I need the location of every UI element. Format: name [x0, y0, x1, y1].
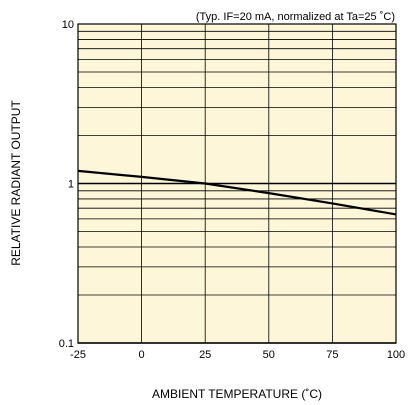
x-tick-label: 0 [139, 349, 145, 361]
chart-subtitle: (Typ. IF=20 mA, normalized at Ta=25 ˚C) [196, 11, 395, 23]
y-tick-label: 10 [62, 19, 74, 31]
x-tick-label: 100 [387, 349, 405, 361]
y-tick-label: 1 [68, 179, 74, 191]
y-tick-label: 0.1 [59, 338, 74, 350]
x-tick-label: -25 [70, 349, 86, 361]
series-line [77, 169, 397, 216]
y-axis-label: RELATIVE RADIANT OUTPUT [9, 100, 23, 266]
series-layer [77, 169, 397, 216]
x-tick-label: 75 [326, 349, 338, 361]
grid [77, 24, 397, 344]
x-axis-label: AMBIENT TEMPERATURE (˚C) [152, 387, 322, 401]
tick-labels: -25 0 25 50 75 100 0.1 1 10 [59, 19, 405, 361]
x-tick-label: 25 [199, 349, 211, 361]
plot-frame [77, 23, 397, 344]
x-tick-label: 50 [263, 349, 275, 361]
